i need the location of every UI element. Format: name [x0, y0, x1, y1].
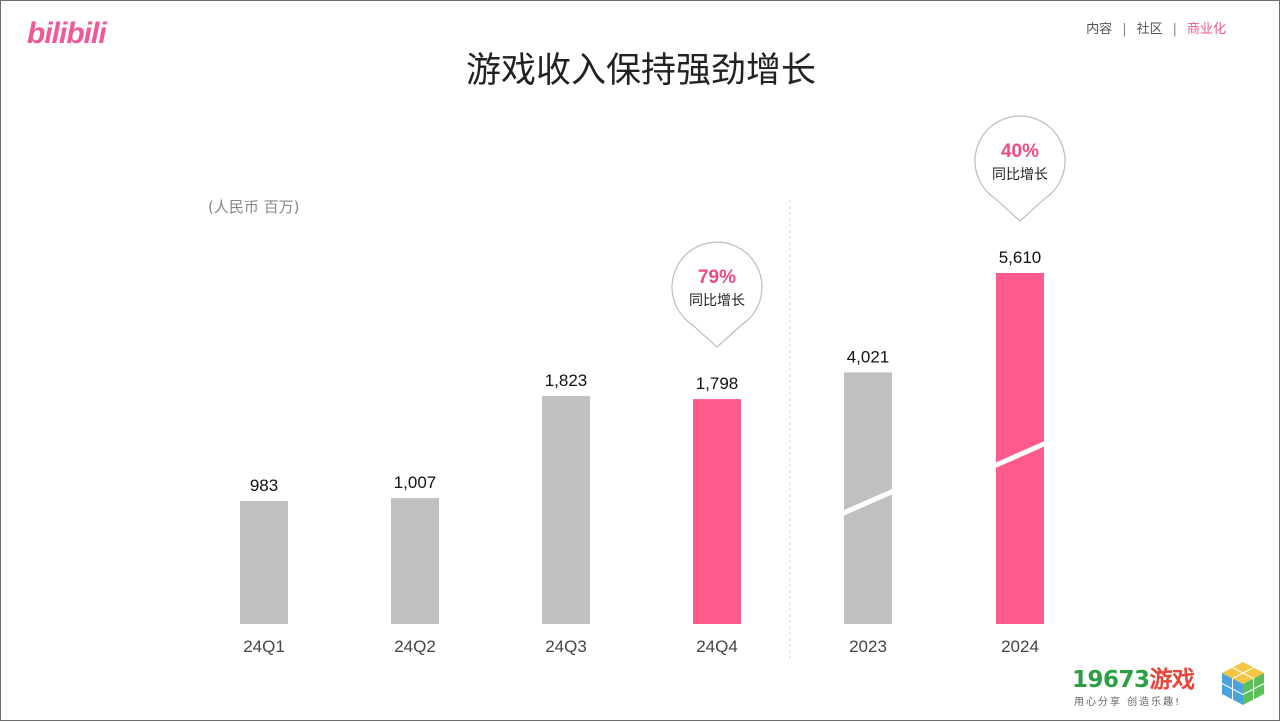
nav-separator: |	[1172, 22, 1177, 37]
annotation-value-2024: 40%	[1001, 141, 1039, 162]
nav-item-community[interactable]: 社区	[1136, 22, 1163, 37]
data-label-24q4: 1,798	[696, 374, 739, 393]
annotation-bubble-2024	[974, 115, 1066, 222]
annotation-value-24q4: 79%	[698, 267, 736, 288]
data-label-2023: 4,021	[847, 347, 890, 366]
category-label-2023: 2023	[849, 637, 887, 656]
data-label-24q1: 983	[250, 476, 278, 495]
nav-item-content[interactable]: 内容	[1086, 22, 1113, 37]
category-label-24q1: 24Q1	[243, 637, 285, 656]
watermark-subtitle: 用心分享 创造乐趣!	[1074, 697, 1182, 708]
watermark: 19673游戏 用心分享 创造乐趣!	[1070, 660, 1270, 720]
bar-24q1	[240, 501, 288, 624]
cube-icon	[1221, 662, 1265, 705]
bar-24q3	[542, 396, 590, 624]
page-title: 游戏收入保持强劲增长	[465, 51, 816, 91]
category-label-24q2: 24Q2	[394, 637, 436, 656]
data-label-24q2: 1,007	[394, 473, 437, 492]
top-nav: 内容 | 社区 | 商业化	[1086, 18, 1226, 37]
watermark-title: 19673游戏	[1072, 660, 1195, 694]
category-label-24q3: 24Q3	[545, 637, 587, 656]
annotation-label-2024: 同比增长	[992, 167, 1048, 183]
bar-2023	[844, 372, 892, 624]
watermark-number: 19673	[1072, 667, 1150, 693]
category-label-2024: 2024	[1001, 637, 1039, 656]
bar-24q2	[391, 498, 439, 624]
data-label-2024: 5,610	[999, 248, 1042, 267]
unit-label: (人民币 百万)	[208, 198, 300, 216]
annotation-label-24q4: 同比增长	[689, 293, 745, 309]
nav-item-commercial[interactable]: 商业化	[1186, 22, 1226, 37]
annotation-bubble-24q4	[671, 241, 763, 348]
bilibili-logo: bilibili	[27, 17, 107, 50]
axis-break-mark	[993, 441, 1047, 468]
axis-break-mark	[841, 488, 895, 516]
data-label-24q3: 1,823	[545, 371, 588, 390]
watermark-suffix: 游戏	[1149, 667, 1196, 693]
bar-24q4	[693, 399, 741, 624]
category-label-24q4: 24Q4	[696, 637, 738, 656]
nav-separator: |	[1122, 22, 1127, 37]
